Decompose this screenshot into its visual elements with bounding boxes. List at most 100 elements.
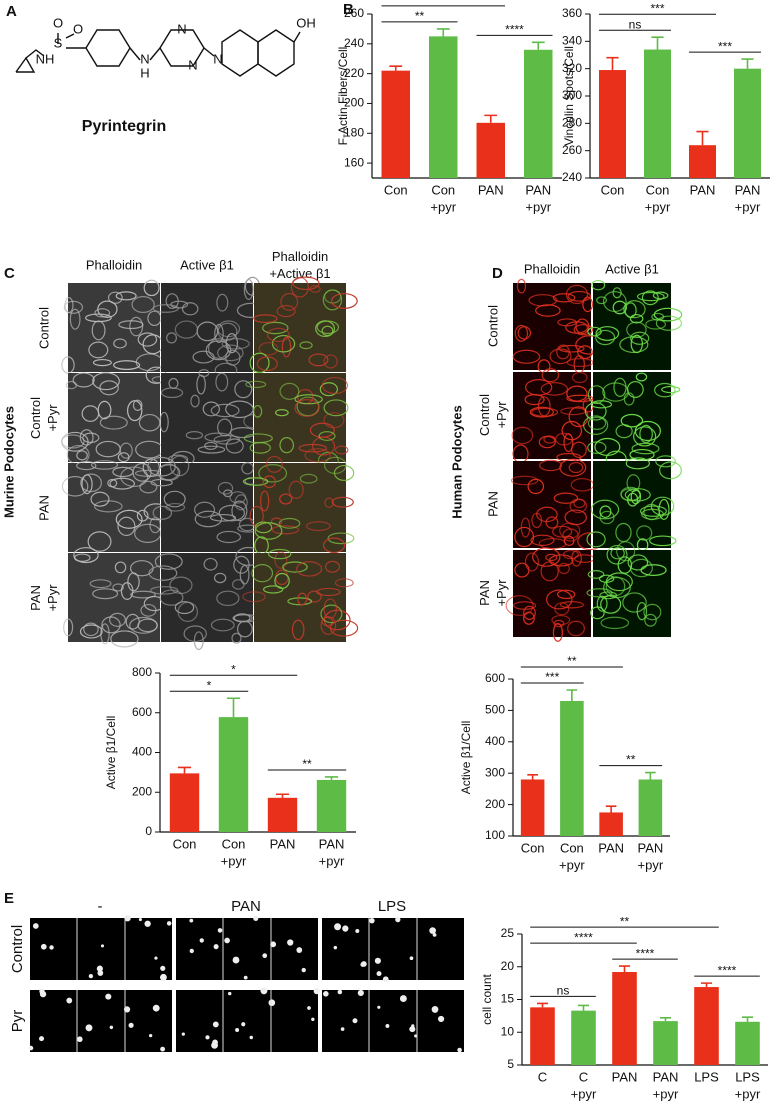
cell-texture xyxy=(333,464,355,482)
cell-texture xyxy=(546,589,573,610)
cell-texture xyxy=(216,293,229,312)
cell-texture xyxy=(174,320,199,339)
nucleus xyxy=(399,995,407,1002)
cell-texture xyxy=(271,525,300,535)
image-label: LPS xyxy=(378,898,406,915)
x-tick-label: PAN xyxy=(612,1069,638,1084)
cell-texture xyxy=(551,614,571,626)
cell-texture xyxy=(297,592,308,606)
atom-label: S xyxy=(54,35,63,50)
cell-texture xyxy=(561,420,583,441)
cell-texture xyxy=(566,394,594,403)
nucleus xyxy=(270,941,277,948)
error-bar xyxy=(324,776,339,780)
cell-texture xyxy=(523,611,535,625)
significance-label: **** xyxy=(434,0,453,7)
cell-texture xyxy=(107,478,118,488)
nucleus xyxy=(227,991,232,996)
cell-texture xyxy=(136,509,149,522)
atom-label: NH xyxy=(36,51,55,66)
y-tick-label: 340 xyxy=(562,34,582,48)
cell-texture xyxy=(280,292,299,311)
error-bar xyxy=(527,773,538,780)
cell-texture xyxy=(512,349,541,364)
cell-texture xyxy=(125,613,140,630)
cell-texture xyxy=(552,623,563,642)
x-tick-label: +pyr xyxy=(653,1086,679,1101)
cell-texture xyxy=(197,445,226,454)
nucleus xyxy=(342,925,349,932)
image-label: PAN xyxy=(477,580,492,606)
cell-texture xyxy=(143,279,160,297)
cell-texture xyxy=(524,552,539,572)
cell-texture xyxy=(140,603,157,617)
y-tick-label: 240 xyxy=(344,36,364,50)
cell-texture xyxy=(549,348,572,365)
cell-texture xyxy=(214,323,224,344)
nucleus xyxy=(152,1004,160,1012)
nucleus xyxy=(212,1021,219,1028)
cell-texture xyxy=(115,509,143,529)
cell-texture xyxy=(323,399,349,417)
cell-texture xyxy=(90,460,119,470)
cell-texture xyxy=(132,399,143,411)
cell-texture xyxy=(209,513,237,522)
cell-texture xyxy=(64,297,74,314)
nucleus xyxy=(181,1032,185,1036)
cell-texture xyxy=(217,344,244,362)
nucleus xyxy=(374,957,381,964)
cell-texture xyxy=(233,614,253,622)
x-tick-label: PAN xyxy=(270,836,296,851)
cell-texture xyxy=(319,382,339,397)
cell-texture xyxy=(554,602,570,616)
significance-label: ** xyxy=(567,654,577,668)
image-label: +Pyr xyxy=(45,404,60,432)
error-bar xyxy=(436,28,450,37)
nucleus xyxy=(260,987,268,995)
bar xyxy=(599,812,623,836)
micrograph xyxy=(254,373,346,462)
cell-texture xyxy=(596,595,608,612)
cell-texture xyxy=(112,583,124,592)
panel-letter: D xyxy=(492,265,503,282)
cell-texture xyxy=(213,572,227,584)
cell-texture xyxy=(613,377,627,397)
nucleus xyxy=(39,1036,45,1042)
nucleus xyxy=(249,1035,254,1040)
cell-texture xyxy=(61,476,89,497)
nucleus xyxy=(409,956,414,961)
panel-letter: C xyxy=(4,265,15,282)
cell-texture xyxy=(595,329,616,346)
cell-texture xyxy=(150,478,173,487)
nucleus xyxy=(340,1027,345,1031)
compound-name: Pyrintegrin xyxy=(82,118,166,135)
cell-texture xyxy=(169,455,190,477)
y-tick-label: 800 xyxy=(132,665,152,679)
cell-texture xyxy=(587,570,605,579)
cell-texture xyxy=(556,589,576,600)
side-label: Murine Podocytes xyxy=(1,406,16,518)
panel-letter: A xyxy=(6,3,17,20)
cell-texture xyxy=(93,500,123,513)
cell-texture xyxy=(514,526,535,548)
cell-texture xyxy=(61,431,89,452)
cell-texture xyxy=(623,392,635,406)
cell-texture xyxy=(537,396,551,417)
x-tick-label: +pyr xyxy=(221,853,247,868)
cell-texture xyxy=(624,488,651,502)
significance-label: * xyxy=(231,662,236,676)
cell-texture xyxy=(99,380,119,396)
cell-texture xyxy=(308,353,329,367)
cell-texture xyxy=(334,578,354,588)
cell-texture xyxy=(640,564,667,576)
image-label: Control xyxy=(9,925,26,973)
cell-texture xyxy=(249,352,270,374)
cell-texture xyxy=(626,381,644,398)
cell-texture xyxy=(278,517,301,529)
x-tick-label: Con xyxy=(560,840,584,855)
cell-texture xyxy=(587,416,607,430)
cell-texture xyxy=(194,510,223,528)
image-label: Active β1 xyxy=(180,257,234,272)
cell-texture xyxy=(531,512,543,529)
